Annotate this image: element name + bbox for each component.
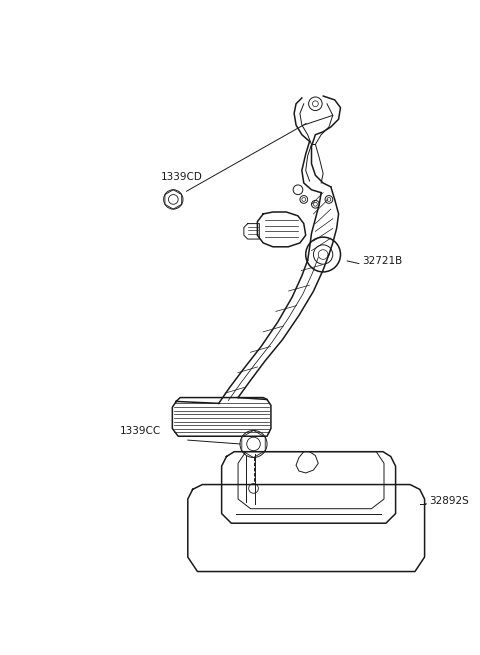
Text: 32721B: 32721B bbox=[362, 256, 402, 266]
Text: 1339CD: 1339CD bbox=[161, 172, 203, 182]
Text: 32892S: 32892S bbox=[430, 496, 469, 506]
Text: 1339CC: 1339CC bbox=[120, 426, 161, 436]
